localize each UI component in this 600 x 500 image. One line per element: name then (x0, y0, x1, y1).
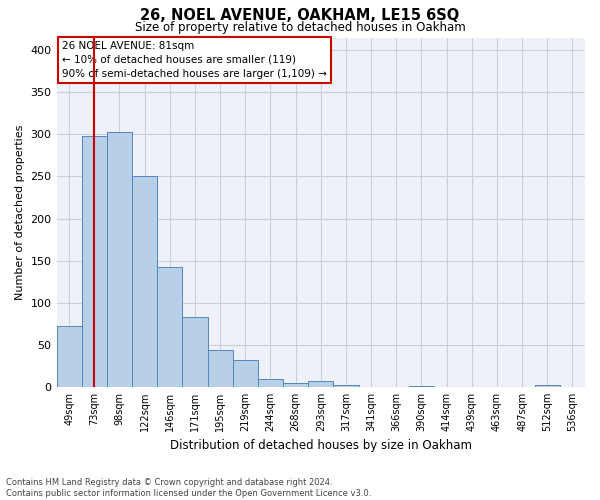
Bar (308, 381, 334, 387)
Text: 26 NOEL AVENUE: 81sqm
← 10% of detached houses are smaller (119)
90% of semi-det: 26 NOEL AVENUE: 81sqm ← 10% of detached … (62, 41, 327, 79)
Bar (334, 385, 359, 387)
Bar (409, 386, 434, 387)
Bar (132, 176, 157, 387)
Text: Contains HM Land Registry data © Crown copyright and database right 2024.
Contai: Contains HM Land Registry data © Crown c… (6, 478, 371, 498)
Bar (82, 136, 107, 387)
Bar (107, 132, 132, 387)
Bar (535, 385, 560, 387)
Bar (182, 317, 208, 387)
Bar (157, 266, 182, 387)
Bar (208, 350, 233, 387)
Y-axis label: Number of detached properties: Number of detached properties (15, 124, 25, 300)
Bar (56, 326, 82, 387)
X-axis label: Distribution of detached houses by size in Oakham: Distribution of detached houses by size … (170, 440, 472, 452)
Bar (283, 382, 308, 387)
Bar (233, 360, 258, 387)
Bar (258, 378, 283, 387)
Text: Size of property relative to detached houses in Oakham: Size of property relative to detached ho… (134, 21, 466, 34)
Text: 26, NOEL AVENUE, OAKHAM, LE15 6SQ: 26, NOEL AVENUE, OAKHAM, LE15 6SQ (140, 8, 460, 22)
